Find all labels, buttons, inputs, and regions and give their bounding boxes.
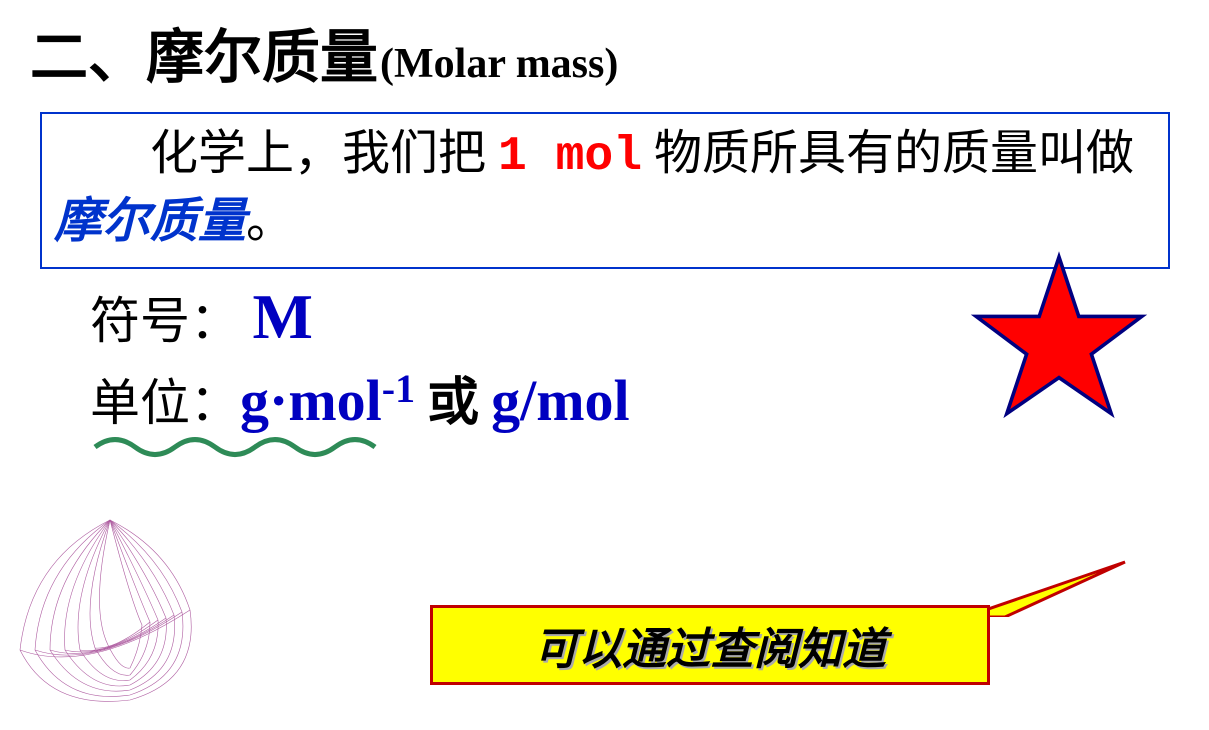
- title-subtitle: (Molar mass): [380, 40, 618, 88]
- unit-value-2: g/mol: [491, 367, 630, 434]
- callout-box: 可以通过查阅知道: [430, 605, 990, 685]
- unit-label: 单位：: [90, 363, 240, 435]
- symbol-value: M: [253, 281, 313, 352]
- callout-tail-icon: [965, 557, 1135, 617]
- definition-mid: 物质所具有的质量叫做: [642, 127, 1134, 180]
- star-icon: [969, 248, 1149, 428]
- squiggle-underline: [90, 432, 390, 462]
- unit-row: 单位： g·mol-1 或 g/mol: [90, 360, 630, 435]
- symbol-label: 符号：: [90, 293, 240, 349]
- definition-highlight-red: 1 mol: [498, 130, 642, 184]
- title-main: 二、摩尔质量: [30, 10, 378, 94]
- unit-value-1: g·mol: [240, 367, 382, 434]
- symbol-row: 符号： M: [90, 280, 313, 354]
- definition-prefix: 化学上，我们把: [150, 127, 498, 180]
- callout: 可以通过查阅知道: [430, 565, 1130, 695]
- callout-text: 可以通过查阅知道: [534, 613, 886, 677]
- definition-box: 化学上，我们把 1 mol 物质所具有的质量叫做 摩尔质量。: [40, 112, 1170, 269]
- shell-decoration-icon: [0, 500, 230, 730]
- definition-highlight-blue: 摩尔质量: [54, 195, 246, 248]
- unit-superscript: -1: [382, 365, 415, 412]
- section-title: 二、摩尔质量 (Molar mass): [30, 10, 618, 94]
- definition-suffix: 。: [246, 195, 294, 248]
- unit-or-text: 或: [427, 360, 479, 435]
